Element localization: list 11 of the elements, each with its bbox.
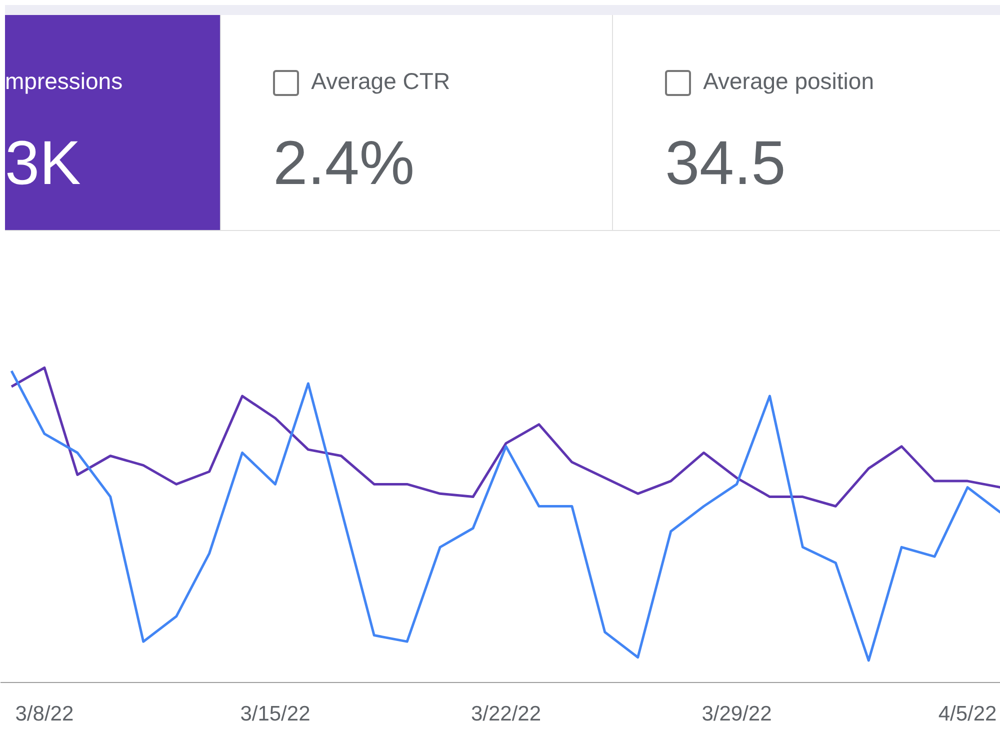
x-tick-label: 3/29/22 — [702, 702, 772, 726]
text: 34.5 — [665, 128, 787, 200]
x-tick-label: 4/5/22 — [938, 702, 997, 726]
text: Average position — [702, 67, 875, 96]
x-tick-label: 3/15/22 — [240, 702, 310, 726]
text: 2.4% — [273, 128, 416, 200]
x-tick-label: 3/8/22 — [15, 702, 74, 726]
text: mpressions — [5, 67, 124, 96]
text: Average CTR — [310, 67, 452, 96]
text: 3K — [5, 128, 82, 200]
x-tick-label: 3/22/22 — [470, 702, 542, 726]
